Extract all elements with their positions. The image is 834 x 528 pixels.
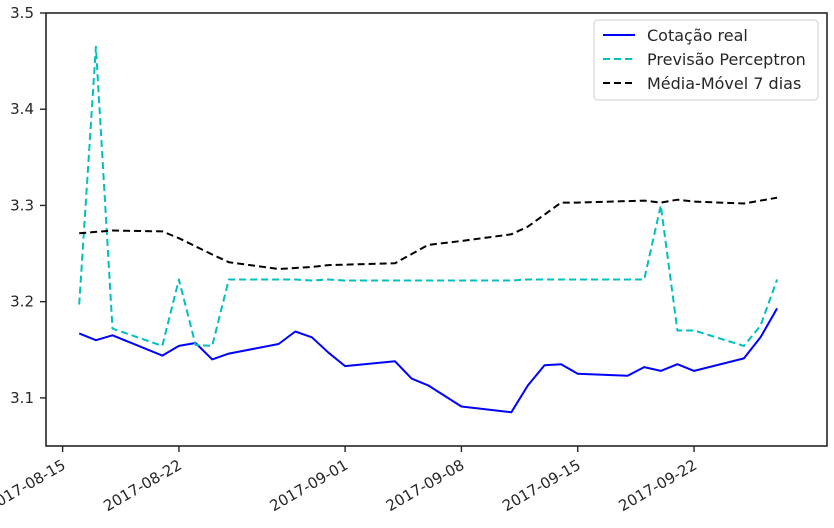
y-tick-label: 3.1 [10,389,34,407]
y-axis: 3.1 3.2 3.3 3.4 3.5 [10,4,46,407]
legend-label: Média-Móvel 7 dias [647,74,801,93]
series-line-3 [79,196,778,270]
legend-label: Cotação real [647,26,748,45]
x-tick-label: 2017-09-15 [499,456,584,515]
series-line-1 [78,307,778,414]
plot-frame [45,12,828,447]
x-tick-label: 2017-08-22 [100,456,185,515]
x-tick-label: 2017-08-15 [0,456,69,515]
legend: Cotação real Previsão Perceptron Média-Móv… [593,19,819,101]
x-tick-label: 2017-09-22 [616,456,701,515]
y-tick-label: 3.4 [10,100,34,118]
legend-label: Previsão Perceptron [647,50,806,69]
x-tick-label: 2017-09-08 [383,456,468,515]
y-tick-label: 3.3 [10,196,34,214]
x-axis: 2017-08-15 2017-08-22 2017-09-01 2017-09-08… [0,446,700,515]
legend-frame [593,19,819,101]
y-tick-label: 3.5 [10,4,34,22]
x-tick-label: 2017-09-01 [267,456,352,515]
y-tick-label: 3.2 [10,293,34,311]
series-line-2 [78,45,779,347]
series-layer [78,45,779,414]
